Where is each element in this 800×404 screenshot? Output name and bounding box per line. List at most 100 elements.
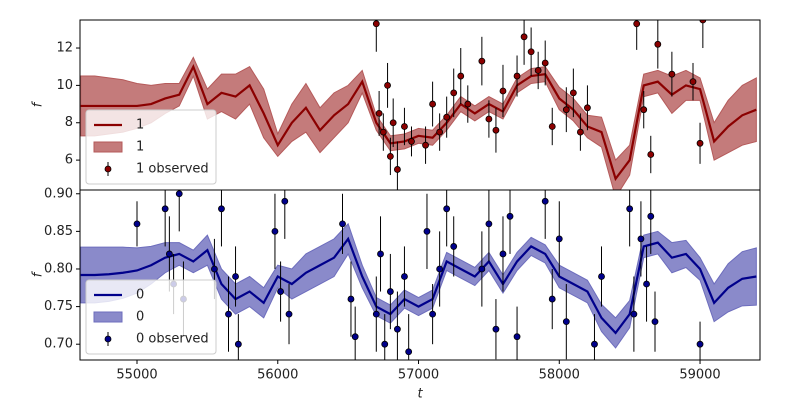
y-tick-label: 12 [56,41,73,56]
observed-point [375,110,383,117]
observed-point [499,87,507,95]
observed-point [464,100,472,108]
legend-label: 1 [136,140,144,155]
observed-point [165,250,173,258]
observed-point [626,205,634,213]
observed-point [598,273,605,280]
legend-label: 1 observed [136,162,209,177]
y-tick-label: 0.80 [44,261,73,276]
observed-point [478,265,486,273]
observed-point [422,141,429,149]
observed-point [548,295,556,303]
observed-point [133,220,141,228]
observed-point [534,67,542,74]
observed-point [696,139,704,147]
y-tick-label: 0.70 [44,337,73,352]
x-tick-label: 57000 [398,368,439,383]
observed-point [436,128,444,136]
observed-point [377,250,384,258]
observed-point [492,126,500,134]
observed-point [381,340,389,348]
legend-box [85,109,217,185]
observed-point [394,325,401,333]
observed-point [339,220,346,228]
observed-point [436,265,444,273]
observed-point [234,340,242,348]
observed-point [527,48,535,56]
observed-point [405,348,413,356]
observed-point [232,273,239,280]
y-tick-label: 0.90 [44,186,73,201]
legend-label: 0 [136,288,144,303]
observed-point [277,288,284,295]
observed-point [271,227,279,235]
observed-point [506,212,514,220]
legend-patch [93,141,123,153]
x-tick-label: 55000 [116,368,157,383]
observed-point [654,40,662,48]
mean-line [80,236,757,335]
confidence-band [80,56,757,190]
observed-point [643,280,650,288]
observed-point [347,295,355,303]
legend-label: 1 [136,118,144,133]
observed-point [211,265,218,273]
observed-point [485,220,493,228]
observed-point [281,197,289,205]
observed-point [562,318,570,326]
observed-point [450,89,458,97]
legend-label: 0 observed [136,332,209,347]
plot-area [80,20,757,190]
observed-point [372,20,380,28]
observed-point [541,59,549,67]
x-tick-label: 56000 [257,368,298,383]
observed-point [548,123,556,130]
observed-point [689,78,697,86]
observed-point [637,235,645,243]
observed-point [225,310,232,318]
observed-point [513,333,521,341]
legend-marker [104,165,112,173]
axes-frame [79,189,761,361]
x-tick-label: 59000 [679,368,720,383]
observed-point [630,310,638,318]
observed-point [562,106,570,114]
observed-point [576,128,584,136]
observed-point [520,33,528,41]
observed-point [401,123,408,130]
observed-point [423,227,431,235]
observed-point [161,205,169,213]
legend-box [85,279,217,355]
observed-point [386,152,394,160]
y-tick-label: 10 [56,78,73,93]
x-tick-label: 58000 [539,368,580,383]
observed-point [584,104,591,112]
confidence-band [80,222,757,349]
observed-point [401,273,408,280]
observed-point [651,318,659,326]
observed-point [478,57,486,65]
observed-point [640,106,648,114]
observed-point [408,138,415,145]
y-axis-label: f [31,270,46,277]
legend-patch [93,311,123,323]
observed-point [384,81,391,89]
observed-point [541,197,549,205]
observed-point [699,20,707,24]
observed-point [457,72,465,80]
observed-point [668,70,676,78]
y-tick-label: 0.75 [44,299,73,314]
observed-point [351,333,359,341]
x-axis-label: t [417,387,423,401]
observed-point [372,310,380,318]
observed-point [647,212,655,220]
observed-point [633,20,641,28]
observed-point [386,288,394,295]
observed-point [485,115,493,123]
observed-point [379,128,387,136]
observed-point [429,310,436,318]
observed-point [647,151,655,158]
observed-point [285,310,293,318]
mean-line [80,63,757,182]
